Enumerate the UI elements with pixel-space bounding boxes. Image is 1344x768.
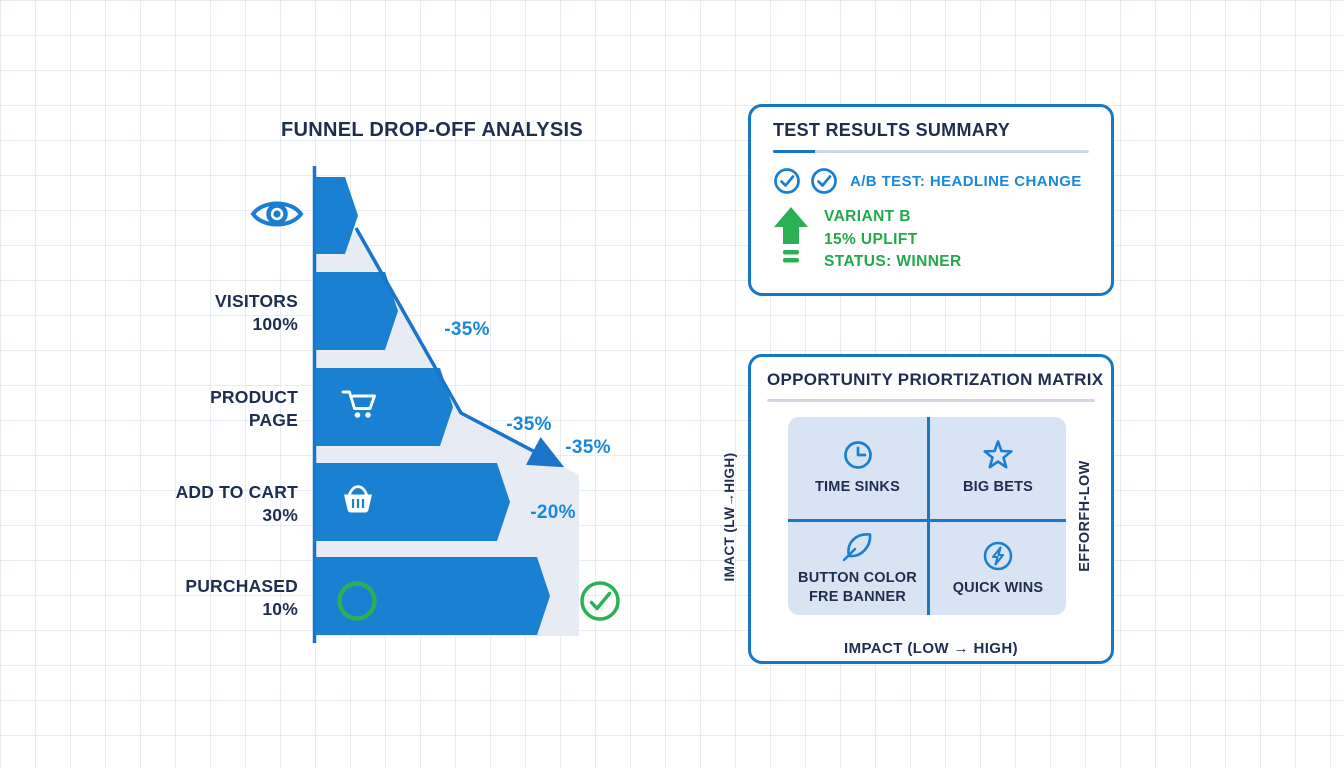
panel-title: TEST RESULTS SUMMARY (773, 120, 1011, 140)
eye-icon (250, 201, 304, 227)
variant-name: VARIANT B (824, 208, 911, 225)
priority-matrix: TIME SINKS BIG BETS BUTTON COLOR FRE BAN… (788, 417, 1066, 615)
funnel-chart: FUNNEL DROP-OFF ANALYSIS VISITORS 100% P… (176, 119, 620, 643)
quadrant-label: BUTTON COLOR FRE BANNER (798, 569, 917, 607)
panel-divider (767, 399, 1095, 402)
dropoff-trend-arrow (354, 227, 565, 468)
panel-title: OPPORTUNITY PRIORTIZATION MATRIX (767, 370, 1104, 389)
leaf-icon (842, 533, 871, 562)
quadrant-label: TIME SINKS (815, 479, 900, 495)
variant-result-row: VARIANT B 15% UPLIFT STATUS: WINNER (773, 206, 1089, 274)
dropoff-label: -35% (565, 437, 611, 458)
funnel-bar-2 (315, 272, 398, 350)
status-winner: STATUS: WINNER (824, 253, 962, 270)
matrix-horizontal-divider (788, 519, 1066, 522)
dropoff-label: -35% (444, 319, 490, 340)
impact-axis-label-left: IMACT (LW→HIGH) (722, 452, 737, 582)
funnel-bar-1 (315, 177, 358, 254)
stage-label: VISITORS (215, 291, 298, 311)
funnel-stage-labels: VISITORS 100% PRODUCT PAGE ADD TO CART 3… (176, 291, 299, 619)
quadrant-quick-wins: QUICK WINS (930, 522, 1066, 615)
stage-value: 30% (262, 505, 298, 525)
quadrant-button-color: BUTTON COLOR FRE BANNER (788, 522, 927, 615)
quadrant-big-bets: BIG BETS (930, 417, 1066, 519)
check-circle-icon (580, 581, 620, 621)
stage-value: 10% (262, 599, 298, 619)
stage-label: PRODUCT (210, 387, 298, 407)
quadrant-time-sinks: TIME SINKS (788, 417, 927, 519)
quadrant-label: QUICK WINS (952, 579, 1044, 596)
ab-test-row: A/B TEST: HEADLINE CHANGE (773, 167, 1089, 195)
circle-outline-icon (337, 581, 377, 621)
dropoff-labels: -35% -35% -35% -20% (444, 319, 611, 523)
stage-value: PAGE (249, 410, 298, 430)
quadrant-label-line: BUTTON COLOR (798, 570, 917, 586)
dropoff-label: -20% (530, 502, 576, 523)
funnel-bar-3 (315, 368, 453, 446)
funnel-title: FUNNEL DROP-OFF ANALYSIS (281, 119, 583, 141)
basket-icon (344, 485, 372, 513)
panel-divider (773, 150, 1089, 153)
star-icon (983, 440, 1013, 469)
funnel-bars (315, 177, 550, 635)
bolt-icon (983, 541, 1013, 570)
stage-label: PURCHASED (185, 576, 298, 596)
stage-value: 100% (252, 314, 298, 334)
quadrant-label-line: FRE BANNER (808, 589, 907, 605)
cart-icon (341, 390, 376, 418)
matrix-vertical-divider (927, 417, 930, 615)
variant-result-lines: VARIANT B 15% UPLIFT STATUS: WINNER (824, 206, 962, 274)
ab-test-label: A/B TEST: HEADLINE CHANGE (850, 172, 1082, 190)
dropoff-label: -35% (506, 414, 552, 435)
opportunity-matrix-panel: OPPORTUNITY PRIORTIZATION MATRIX TIME SI… (748, 354, 1114, 664)
funnel-bar-4 (315, 463, 510, 541)
clock-icon (843, 441, 872, 469)
check-circle-icon (774, 168, 800, 194)
funnel-bar-5 (315, 557, 550, 635)
stage-label: ADD TO CART (176, 482, 299, 502)
check-circle-icon (811, 168, 837, 194)
quadrant-label: BIG BETS (962, 479, 1034, 495)
effort-axis-label: EFFORFH-LOW (1077, 460, 1093, 572)
uplift-value: 15% UPLIFT (824, 230, 918, 248)
impact-axis-label: IMPACT (LOW → HIGH) (844, 640, 1018, 657)
test-results-panel: TEST RESULTS SUMMARY A/B TEST: HEADLINE … (748, 104, 1114, 296)
up-arrow-icon (774, 207, 808, 263)
